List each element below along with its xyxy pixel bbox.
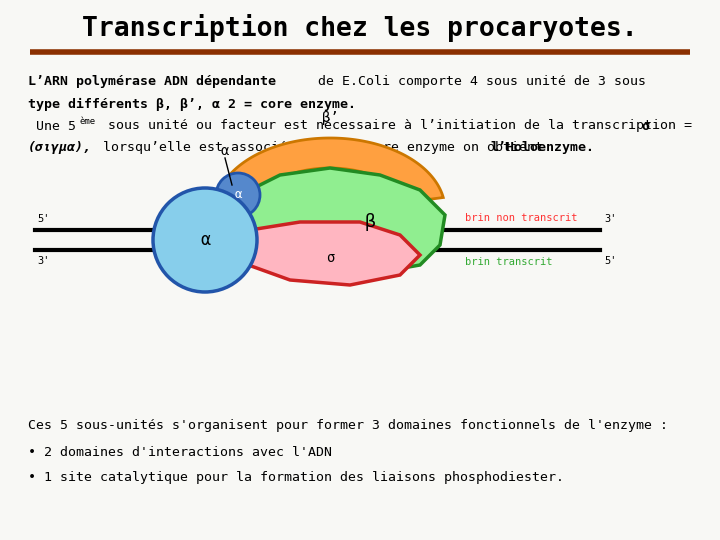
Text: 3': 3' [604, 214, 616, 224]
Text: α: α [234, 188, 242, 201]
Text: lorsqu’elle est associée avec le core enzyme on obtient: lorsqu’elle est associée avec le core en… [95, 141, 551, 154]
Text: α: α [200, 231, 210, 249]
Polygon shape [210, 168, 445, 272]
Text: • 1 site catalytique pour la formation des liaisons phosphodiester.: • 1 site catalytique pour la formation d… [28, 471, 564, 484]
Text: Transcription chez les procaryotes.: Transcription chez les procaryotes. [82, 14, 638, 42]
Text: β: β [364, 213, 375, 231]
Text: α: α [221, 144, 229, 158]
Text: σ: σ [326, 251, 334, 265]
Text: brin transcrit: brin transcrit [465, 257, 552, 267]
Text: Une 5: Une 5 [28, 119, 76, 132]
Circle shape [153, 188, 257, 292]
Polygon shape [210, 222, 420, 285]
Text: de E.Coli comporte 4 sous unité de 3 sous: de E.Coli comporte 4 sous unité de 3 sou… [310, 76, 646, 89]
Text: ème: ème [80, 117, 96, 125]
Text: 5': 5' [604, 256, 616, 266]
Polygon shape [217, 138, 444, 202]
Text: • 2 domaines d'interactions avec l'ADN: • 2 domaines d'interactions avec l'ADN [28, 446, 332, 458]
Text: σ: σ [641, 119, 649, 132]
Text: Ces 5 sous-unités s'organisent pour former 3 domaines fonctionnels de l'enzyme :: Ces 5 sous-unités s'organisent pour form… [28, 418, 668, 431]
Text: 5': 5' [37, 214, 50, 224]
Circle shape [216, 173, 260, 217]
Text: brin non transcrit: brin non transcrit [465, 213, 577, 223]
Text: (σιγμα),: (σιγμα), [28, 141, 92, 154]
Text: sous unité ou facteur est nécessaire à l’initiation de la transcription =: sous unité ou facteur est nécessaire à l… [100, 119, 700, 132]
Text: 3': 3' [37, 256, 50, 266]
Text: l’Holoenzyme.: l’Holoenzyme. [490, 141, 594, 154]
Text: L’ARN polymérase ADN dépendante: L’ARN polymérase ADN dépendante [28, 76, 276, 89]
Text: type différents β, β’, α 2 = core enzyme.: type différents β, β’, α 2 = core enzyme… [28, 97, 356, 111]
Text: β’: β’ [322, 111, 338, 125]
